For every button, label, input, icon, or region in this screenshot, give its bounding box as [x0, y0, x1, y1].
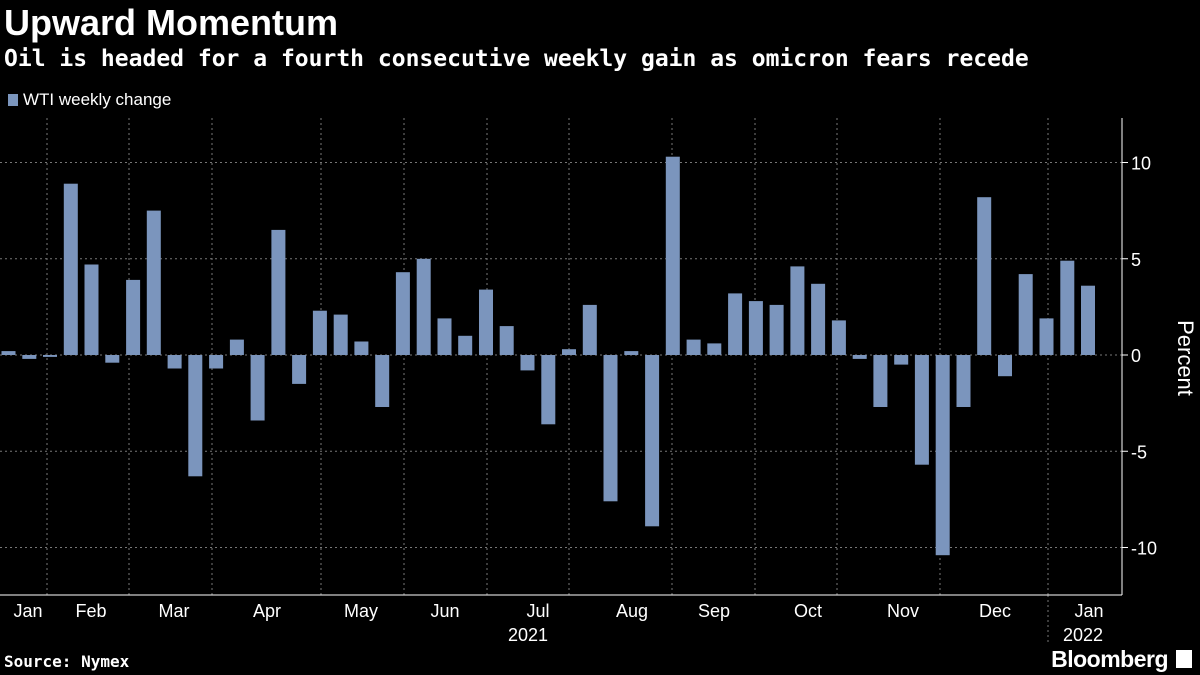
source-note: Source: Nymex [4, 652, 130, 671]
x-year-label: 2021 [508, 625, 548, 645]
x-tick-label: May [344, 601, 378, 621]
bar [728, 293, 743, 355]
bar [312, 310, 327, 355]
bars [1, 156, 1095, 556]
bar [582, 304, 597, 355]
bar [43, 355, 57, 357]
bar [520, 355, 535, 371]
bar [811, 283, 826, 355]
bar [665, 156, 680, 355]
bar [126, 279, 141, 355]
x-tick-label: Oct [794, 601, 822, 621]
bar [333, 314, 348, 355]
x-tick-label: Feb [75, 601, 106, 621]
bar [645, 355, 660, 527]
legend: WTI weekly change [8, 90, 171, 110]
x-tick-label: Jan [1074, 601, 1103, 621]
bar [229, 339, 244, 355]
chart-subtitle: Oil is headed for a fourth consecutive w… [4, 46, 1029, 72]
bar [852, 355, 867, 359]
bar [894, 355, 909, 365]
x-year-label: 2022 [1063, 625, 1103, 645]
y-axis-title: Percent [1173, 320, 1198, 396]
grid [0, 118, 1122, 645]
bar [209, 355, 224, 369]
bar [935, 355, 950, 556]
bar [292, 355, 307, 384]
bar [395, 272, 410, 355]
bar [914, 355, 929, 465]
bar [63, 183, 78, 355]
bar [1, 351, 16, 355]
bar [977, 197, 992, 355]
x-tick-label: Mar [159, 601, 190, 621]
bar [541, 355, 556, 425]
bar [250, 355, 265, 421]
bar [1060, 260, 1075, 355]
y-tick-label: -5 [1131, 442, 1147, 462]
bar [84, 264, 99, 355]
bar [769, 304, 784, 355]
x-tick-label: Aug [616, 601, 648, 621]
y-tick-label: 0 [1131, 346, 1141, 366]
bar [686, 339, 701, 355]
y-tick-label: 5 [1131, 250, 1141, 270]
bar [624, 351, 639, 355]
bar [354, 341, 369, 355]
x-tick-label: Apr [253, 601, 281, 621]
bar [562, 349, 576, 355]
bar [188, 355, 203, 477]
bar [603, 355, 618, 502]
axes: 10 5 0 -5 -10 Percent Jan Feb Mar Apr May Jun Jul Aug… [0, 118, 1198, 645]
bar [1039, 318, 1054, 355]
bar [956, 355, 971, 407]
bar [437, 318, 452, 355]
bar [873, 355, 888, 407]
bar [146, 210, 161, 355]
y-tick-label: 10 [1131, 154, 1151, 174]
bar [105, 355, 120, 363]
x-tick-label: Sep [698, 601, 730, 621]
bar [1018, 274, 1033, 355]
x-tick-label: Jun [430, 601, 459, 621]
x-tick-label: Jan [13, 601, 42, 621]
x-tick-label: Jul [526, 601, 549, 621]
bar [375, 355, 390, 407]
bar [416, 258, 431, 356]
bar [271, 229, 286, 355]
bar [748, 301, 763, 355]
bar [458, 335, 473, 356]
x-tick-label: Dec [979, 601, 1011, 621]
y-tick-label: -10 [1131, 539, 1157, 559]
chart-logo-icon [1176, 650, 1192, 668]
bar [499, 326, 514, 355]
legend-label: WTI weekly change [23, 90, 172, 109]
x-tick-label: Nov [887, 601, 919, 621]
bar [479, 289, 493, 356]
bloomberg-logo: Bloomberg [1051, 646, 1168, 672]
legend-swatch [8, 94, 18, 106]
bar [167, 355, 182, 369]
bar [998, 355, 1012, 377]
bar [22, 355, 37, 359]
chart-title: Upward Momentum [4, 2, 339, 43]
bar [790, 266, 805, 355]
bar [707, 343, 722, 355]
bar [1081, 285, 1095, 355]
bar [831, 320, 846, 355]
